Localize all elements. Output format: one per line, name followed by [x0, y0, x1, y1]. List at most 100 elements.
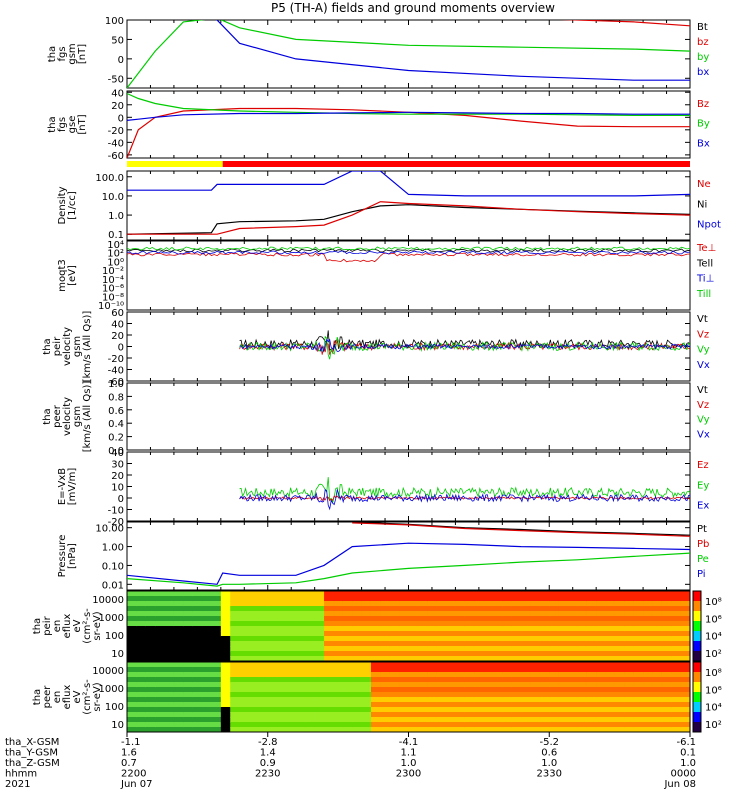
spectrogram-cell	[173, 601, 184, 607]
spectrogram-cell	[145, 611, 156, 617]
spectrogram-cell	[305, 636, 316, 642]
spectrogram-cell	[164, 601, 175, 607]
spectrogram-cell	[248, 596, 259, 602]
spectrogram-cell	[192, 631, 203, 637]
spectrogram-cell	[145, 626, 156, 632]
spectrogram-cell	[380, 631, 391, 637]
y-axis-label-line: gse	[67, 116, 78, 134]
spectrogram-cell	[643, 596, 653, 602]
spectrogram-cell	[558, 591, 569, 597]
spectrogram-cell	[671, 636, 682, 642]
spectrogram-cell	[530, 682, 541, 688]
spectrogram-cell	[558, 717, 569, 723]
spectrogram-cell	[389, 631, 400, 637]
spectrogram-cell	[155, 692, 166, 698]
spectrogram-cell	[155, 687, 166, 693]
spectrogram-cell	[586, 692, 597, 698]
colorbar-tick-label: 10⁸	[705, 668, 722, 679]
spectrogram-cell	[211, 651, 222, 657]
spectrogram-cell	[661, 712, 672, 718]
spectrogram-cell	[145, 682, 156, 688]
y-tick-label: 0.8	[108, 392, 124, 403]
spectrogram-cell	[192, 662, 203, 668]
spectrogram-cell	[342, 611, 353, 617]
spectrogram-cell	[596, 672, 607, 678]
spectrogram-cell	[446, 596, 456, 602]
y-axis-label-line: peir	[52, 336, 63, 356]
spectrogram-cell	[342, 662, 353, 668]
spectrogram-cell	[464, 662, 475, 668]
y-tick-label: 0.2	[108, 433, 124, 444]
spectrogram-cell	[643, 727, 653, 733]
spectrogram-cell	[539, 692, 550, 698]
spectrogram-cell	[370, 697, 381, 703]
y-tick-label: -50	[108, 74, 124, 85]
spectrogram-cell	[136, 712, 147, 718]
spectrogram-cell	[164, 697, 175, 703]
spectrogram-cell	[239, 682, 250, 688]
spectrogram-cell	[173, 611, 184, 617]
spectrogram-cell	[680, 646, 691, 652]
spectrogram-cell	[333, 651, 344, 657]
spectrogram-cell	[155, 621, 166, 627]
spectrogram-cell	[183, 621, 194, 627]
spectrogram-cell	[417, 611, 428, 617]
spectrogram-cell	[202, 621, 212, 627]
y-tick-label: 100	[105, 16, 124, 27]
spectrogram-cell	[502, 722, 513, 728]
spectrogram-cell	[614, 667, 625, 673]
spectrogram-cell	[295, 692, 306, 698]
spectrogram-cell	[521, 727, 531, 733]
spectrogram-cell	[483, 672, 494, 678]
spectrogram-cell	[211, 672, 222, 678]
spectrogram-cell	[671, 601, 682, 607]
spectrogram-cell	[305, 601, 316, 607]
spectrogram-cell	[230, 712, 241, 718]
spectrogram-cell	[549, 687, 560, 693]
spectrogram-cell	[455, 621, 466, 627]
spectrogram-cell	[502, 662, 513, 668]
series-line-Bz	[127, 107, 690, 158]
y-tick-label: 10²	[107, 249, 124, 260]
spectrogram-cell	[286, 707, 297, 713]
spectrogram-cell	[530, 672, 541, 678]
spectrogram-cell	[446, 712, 456, 718]
colorbar-segment	[693, 591, 701, 602]
spectrogram-cell	[183, 722, 194, 728]
spectrogram-cell	[568, 682, 578, 688]
spectrogram-cell	[436, 687, 447, 693]
spectrogram-cell	[136, 646, 147, 652]
spectrogram-cell	[192, 636, 203, 642]
spectrogram-cell	[614, 662, 625, 668]
spectrogram-cell	[539, 601, 550, 607]
spectrogram-cell	[258, 641, 269, 647]
colorbar-segment	[693, 631, 701, 642]
spectrogram-cell	[464, 702, 475, 708]
spectrogram-cell	[305, 727, 316, 733]
y-axis-label-efield: E=-VxB [mV/m]	[57, 468, 78, 506]
spectrogram-cell	[239, 717, 250, 723]
spectrogram-cell	[389, 601, 400, 607]
spectrogram-cell	[408, 687, 419, 693]
spectrogram-cell	[164, 611, 175, 617]
spectrogram-cell	[427, 601, 438, 607]
spectrogram-cell	[230, 611, 241, 617]
spectrogram-cell	[483, 651, 494, 657]
spectrogram-cell	[530, 677, 541, 683]
spectrogram-cell	[145, 606, 156, 612]
spectrogram-cell	[277, 611, 288, 617]
spectrogram-cell	[295, 687, 306, 693]
spectrogram-cell	[305, 611, 316, 617]
spectrogram-cell	[596, 601, 607, 607]
colorbar-segment	[693, 672, 701, 683]
spectrogram-cell	[173, 646, 184, 652]
spectrogram-cell	[239, 702, 250, 708]
spectrogram-cell	[624, 641, 635, 647]
spectrogram-cell	[539, 631, 550, 637]
spectrogram-cell	[258, 692, 269, 698]
y-axis-label-line: eV	[72, 619, 83, 632]
spectrogram-cell	[380, 707, 391, 713]
spectrogram-cell	[511, 611, 522, 617]
spectrogram-cell	[389, 646, 400, 652]
